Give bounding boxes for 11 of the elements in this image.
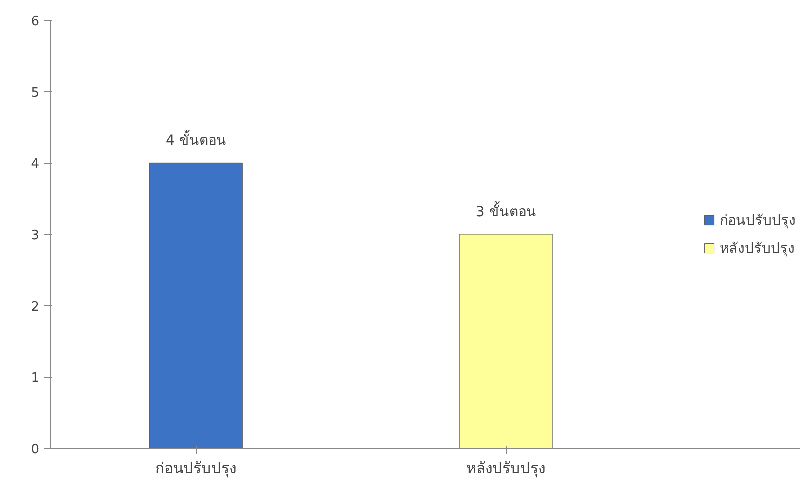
legend-label: หลังปรับปรุง (720, 240, 795, 259)
legend-label: ก่อนปรับปรุง (720, 212, 796, 231)
y-tick-label: 6 (31, 14, 40, 30)
y-tick-label: 5 (31, 86, 40, 101)
y-tick-label: 1 (31, 371, 40, 386)
y-tick-label: 4 (31, 157, 40, 172)
y-tick-label: 0 (31, 442, 40, 458)
data-label: 3 ขั้นตอน (476, 202, 536, 220)
y-tick-label: 2 (31, 300, 40, 315)
y-tick-label: 3 (31, 228, 40, 244)
data-label: 4 ขั้นตอน (166, 130, 226, 150)
